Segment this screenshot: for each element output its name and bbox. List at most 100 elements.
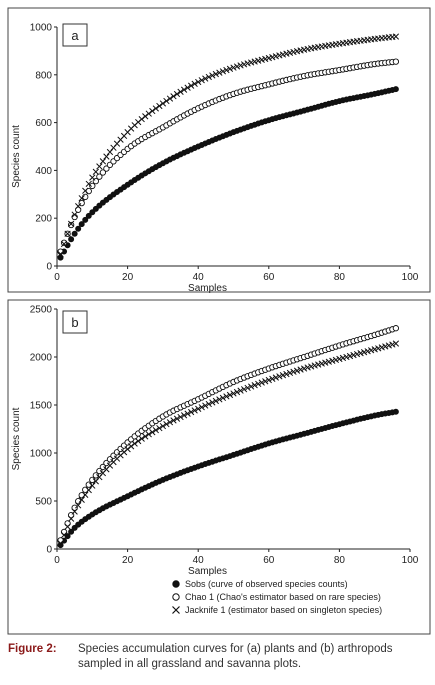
point-jack1 <box>265 376 272 384</box>
point-chao1 <box>92 472 99 479</box>
point-jack1 <box>290 368 297 375</box>
point-jack1 <box>226 65 234 72</box>
point-jack1 <box>255 380 262 388</box>
legend: Sobs (curve of observed species counts) … <box>172 579 382 615</box>
point-jack1 <box>223 66 230 74</box>
point-jack1 <box>237 387 244 394</box>
point-chao1 <box>75 206 82 213</box>
point-jack1 <box>166 419 174 426</box>
point-jack1 <box>202 75 209 82</box>
point-jack1 <box>382 343 389 350</box>
x-tick-label: 0 <box>54 272 60 283</box>
series-sobs <box>57 86 399 261</box>
point-jack1 <box>75 203 82 210</box>
x-axis-label: Samples <box>188 283 227 294</box>
panel-b-frame <box>7 299 431 635</box>
point-sobs <box>82 216 89 223</box>
point-jack1 <box>149 107 156 115</box>
point-jack1 <box>364 348 371 355</box>
x-tick-label: 20 <box>122 272 134 283</box>
point-jack1 <box>219 394 227 402</box>
y-tick-label: 0 <box>46 545 52 556</box>
point-jack1 <box>85 486 92 494</box>
point-jack1 <box>300 365 308 372</box>
point-chao1 <box>57 537 64 544</box>
point-jack1 <box>353 350 361 358</box>
point-jack1 <box>269 375 276 382</box>
point-jack1 <box>135 437 142 445</box>
point-jack1 <box>177 88 184 95</box>
point-jack1 <box>156 102 163 110</box>
point-sobs <box>392 408 399 415</box>
point-jack1 <box>279 372 287 379</box>
y-tick-label: 2000 <box>30 353 53 364</box>
point-jack1 <box>159 422 167 430</box>
point-jack1 <box>325 358 332 365</box>
point-jack1 <box>57 250 64 258</box>
point-jack1 <box>219 68 227 75</box>
point-jack1 <box>251 382 258 389</box>
point-jack1 <box>106 148 114 156</box>
point-jack1 <box>244 60 251 67</box>
legend-item-jack1: Jacknife 1 (estimator based on singleton… <box>172 605 382 615</box>
point-jack1 <box>187 82 195 89</box>
point-sobs <box>68 236 75 243</box>
point-jack1 <box>198 77 205 84</box>
series-chao1 <box>57 58 400 255</box>
point-jack1 <box>99 158 107 165</box>
chart-a: 0 20 40 60 80 10002004006008001000SamplesSpec… <box>11 23 419 295</box>
point-jack1 <box>230 64 237 71</box>
legend-item-sobs: Sobs (curve of observed species counts) <box>172 579 348 589</box>
point-jack1 <box>152 105 159 112</box>
point-jack1 <box>392 33 400 40</box>
point-jack1 <box>244 384 251 392</box>
x-tick-label: 40 <box>193 555 205 566</box>
point-jack1 <box>145 110 152 117</box>
point-jack1 <box>195 78 202 86</box>
point-jack1 <box>304 364 311 371</box>
point-chao1 <box>60 239 68 246</box>
point-jack1 <box>195 405 202 412</box>
point-jack1 <box>392 340 400 347</box>
point-jack1 <box>103 153 110 160</box>
point-jack1 <box>180 412 188 419</box>
point-jack1 <box>57 540 64 547</box>
point-jack1 <box>293 367 301 374</box>
point-jack1 <box>92 168 99 175</box>
point-jack1 <box>163 97 170 105</box>
point-jack1 <box>142 113 149 120</box>
point-jack1 <box>209 399 216 406</box>
x-tick-label: 60 <box>263 272 275 283</box>
point-jack1 <box>67 220 75 227</box>
point-jack1 <box>170 93 177 100</box>
point-chao1 <box>103 165 110 172</box>
point-jack1 <box>315 361 322 368</box>
point-jack1 <box>205 400 212 408</box>
panel-a-frame <box>7 7 431 293</box>
point-jack1 <box>78 496 85 503</box>
series-jack1 <box>57 340 400 547</box>
point-jack1 <box>375 345 382 352</box>
point-jack1 <box>350 351 357 359</box>
y-tick-label: 400 <box>35 166 52 177</box>
y-tick-label: 200 <box>35 214 52 225</box>
point-jack1 <box>85 180 92 188</box>
x-tick-label: 20 <box>122 555 134 566</box>
figure: 0 20 40 60 80 10002004006008001000SamplesSpec… <box>7 7 431 635</box>
point-chao1 <box>99 169 107 176</box>
point-chao1 <box>103 459 110 467</box>
point-jack1 <box>212 70 220 78</box>
point-jack1 <box>82 187 89 194</box>
point-jack1 <box>336 355 343 363</box>
point-jack1 <box>240 386 248 393</box>
series-jack1 <box>57 33 400 258</box>
y-tick-label: 1500 <box>30 401 53 412</box>
point-jack1 <box>127 443 135 450</box>
point-sobs <box>57 254 64 261</box>
point-jack1 <box>212 397 220 405</box>
point-jack1 <box>318 360 325 367</box>
point-jack1 <box>322 359 329 366</box>
point-sobs <box>78 221 85 228</box>
point-jack1 <box>343 353 350 361</box>
point-jack1 <box>177 413 184 421</box>
